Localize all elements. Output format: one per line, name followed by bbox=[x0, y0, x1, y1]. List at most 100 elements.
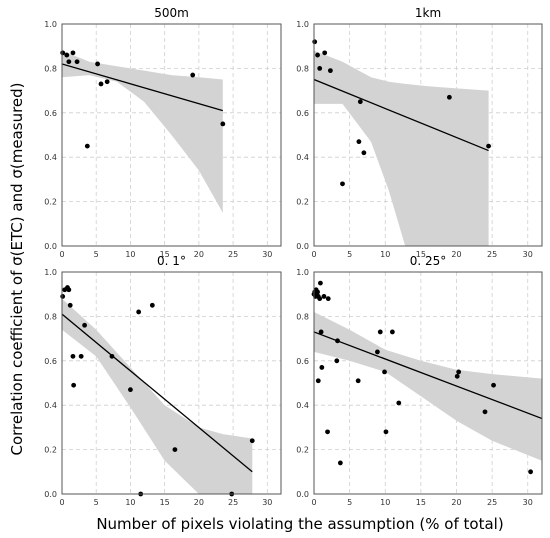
data-point bbox=[249, 438, 255, 444]
x-tick-label: 15 bbox=[416, 498, 426, 507]
data-point bbox=[70, 50, 76, 56]
data-point bbox=[486, 143, 491, 149]
y-tick-label: 0.4 bbox=[296, 153, 309, 162]
plot-border bbox=[313, 271, 543, 495]
data-point bbox=[454, 373, 460, 379]
x-tick-label: 10 bbox=[380, 498, 390, 507]
x-tick-label: 0 bbox=[59, 250, 64, 259]
y-tick-label: 0.0 bbox=[296, 490, 309, 499]
data-point bbox=[334, 358, 340, 364]
chart-panel: 0 5 10 15 20 25 30 0.0 0.2 0.4 0.6 0.8 1.0 0. 25° bbox=[296, 254, 543, 507]
panel-title: 0. 1° bbox=[157, 254, 186, 268]
y-axis-label: Correlation coefficient of σ(ETC) and σ(… bbox=[8, 82, 26, 455]
data-point bbox=[98, 81, 104, 87]
data-point bbox=[321, 294, 327, 299]
data-point bbox=[322, 50, 328, 56]
y-tick-label: 0.4 bbox=[296, 401, 309, 410]
data-point bbox=[220, 121, 226, 127]
x-tick-label: 25 bbox=[228, 498, 238, 507]
data-point bbox=[319, 365, 325, 370]
x-tick-label: 30 bbox=[523, 498, 533, 507]
data-point bbox=[172, 447, 178, 452]
data-point bbox=[109, 353, 115, 359]
data-point bbox=[491, 382, 496, 388]
y-tick-label: 0.8 bbox=[296, 64, 309, 73]
panel-title: 1km bbox=[415, 6, 441, 20]
y-tick-label: 0.6 bbox=[44, 357, 57, 366]
x-tick-label: 5 bbox=[347, 498, 352, 507]
plot-border bbox=[313, 23, 543, 247]
confidence-band bbox=[314, 50, 489, 246]
x-tick-label: 10 bbox=[125, 250, 135, 259]
y-tick-label: 0.2 bbox=[296, 446, 309, 455]
data-point bbox=[375, 349, 380, 355]
data-point bbox=[66, 59, 72, 65]
x-tick-label: 5 bbox=[94, 498, 99, 507]
regression-line bbox=[314, 78, 489, 152]
x-tick-label: 20 bbox=[194, 250, 204, 259]
x-tick-label: 20 bbox=[451, 498, 461, 507]
data-point bbox=[82, 322, 87, 328]
x-tick-label: 10 bbox=[125, 498, 135, 507]
data-point bbox=[64, 52, 70, 58]
data-point bbox=[446, 94, 452, 100]
x-tick-label: 30 bbox=[262, 498, 272, 507]
y-tick-label: 0.2 bbox=[44, 446, 57, 455]
data-point bbox=[315, 289, 320, 295]
data-point bbox=[325, 429, 330, 435]
data-point bbox=[71, 382, 77, 388]
data-point bbox=[361, 150, 367, 156]
x-tick-label: 25 bbox=[228, 250, 238, 259]
y-tick-label: 1.0 bbox=[296, 268, 309, 277]
data-point bbox=[317, 66, 323, 71]
x-tick-label: 25 bbox=[487, 498, 497, 507]
chart-panel: 0 5 10 15 20 25 30 0.0 0.2 0.4 0.6 0.8 1.0 0. 1° bbox=[44, 254, 282, 507]
regression-line bbox=[62, 313, 253, 473]
plot-border bbox=[61, 23, 282, 247]
data-point bbox=[355, 378, 361, 384]
data-point bbox=[70, 353, 76, 359]
y-tick-label: 0.6 bbox=[44, 109, 57, 118]
data-point bbox=[315, 378, 321, 384]
y-tick-label: 0.2 bbox=[296, 198, 309, 207]
data-point bbox=[356, 139, 362, 145]
data-point bbox=[382, 369, 387, 375]
x-tick-label: 30 bbox=[523, 250, 533, 259]
data-point bbox=[60, 294, 66, 299]
data-point bbox=[340, 181, 345, 187]
plot-border bbox=[61, 271, 282, 495]
data-point bbox=[327, 68, 333, 74]
data-point bbox=[95, 61, 100, 67]
confidence-band bbox=[62, 50, 223, 213]
x-tick-label: 0 bbox=[311, 250, 316, 259]
data-point bbox=[84, 143, 90, 149]
x-tick-label: 25 bbox=[487, 250, 497, 259]
x-tick-label: 0 bbox=[59, 498, 64, 507]
panels: 0 5 10 15 20 25 30 0.0 0.2 0.4 0.6 0.8 1.0 500m 0 5 10 15… bbox=[44, 6, 543, 507]
chart-panel: 0 5 10 15 20 25 30 0.0 0.2 0.4 0.6 0.8 1.0 500m bbox=[44, 6, 282, 259]
data-point bbox=[128, 387, 133, 393]
y-tick-label: 1.0 bbox=[44, 268, 57, 277]
data-point bbox=[312, 39, 318, 45]
data-point bbox=[528, 469, 533, 475]
regression-line bbox=[314, 331, 542, 420]
data-point bbox=[149, 302, 155, 308]
x-axis-label: Number of pixels violating the assumptio… bbox=[96, 515, 503, 533]
regression-line bbox=[62, 63, 224, 112]
y-tick-label: 0.8 bbox=[44, 64, 57, 73]
data-point bbox=[136, 309, 142, 315]
data-point bbox=[357, 99, 363, 105]
x-tick-label: 15 bbox=[160, 498, 170, 507]
data-point bbox=[190, 72, 196, 78]
data-point bbox=[335, 338, 340, 344]
panel-title: 0. 25° bbox=[410, 254, 447, 268]
x-tick-label: 20 bbox=[194, 498, 204, 507]
data-point bbox=[318, 280, 323, 286]
data-point bbox=[456, 369, 462, 375]
data-point bbox=[317, 296, 323, 302]
y-tick-label: 0.2 bbox=[44, 198, 57, 207]
x-tick-label: 10 bbox=[380, 250, 390, 259]
data-point bbox=[315, 52, 320, 58]
y-tick-label: 0.0 bbox=[296, 242, 309, 251]
